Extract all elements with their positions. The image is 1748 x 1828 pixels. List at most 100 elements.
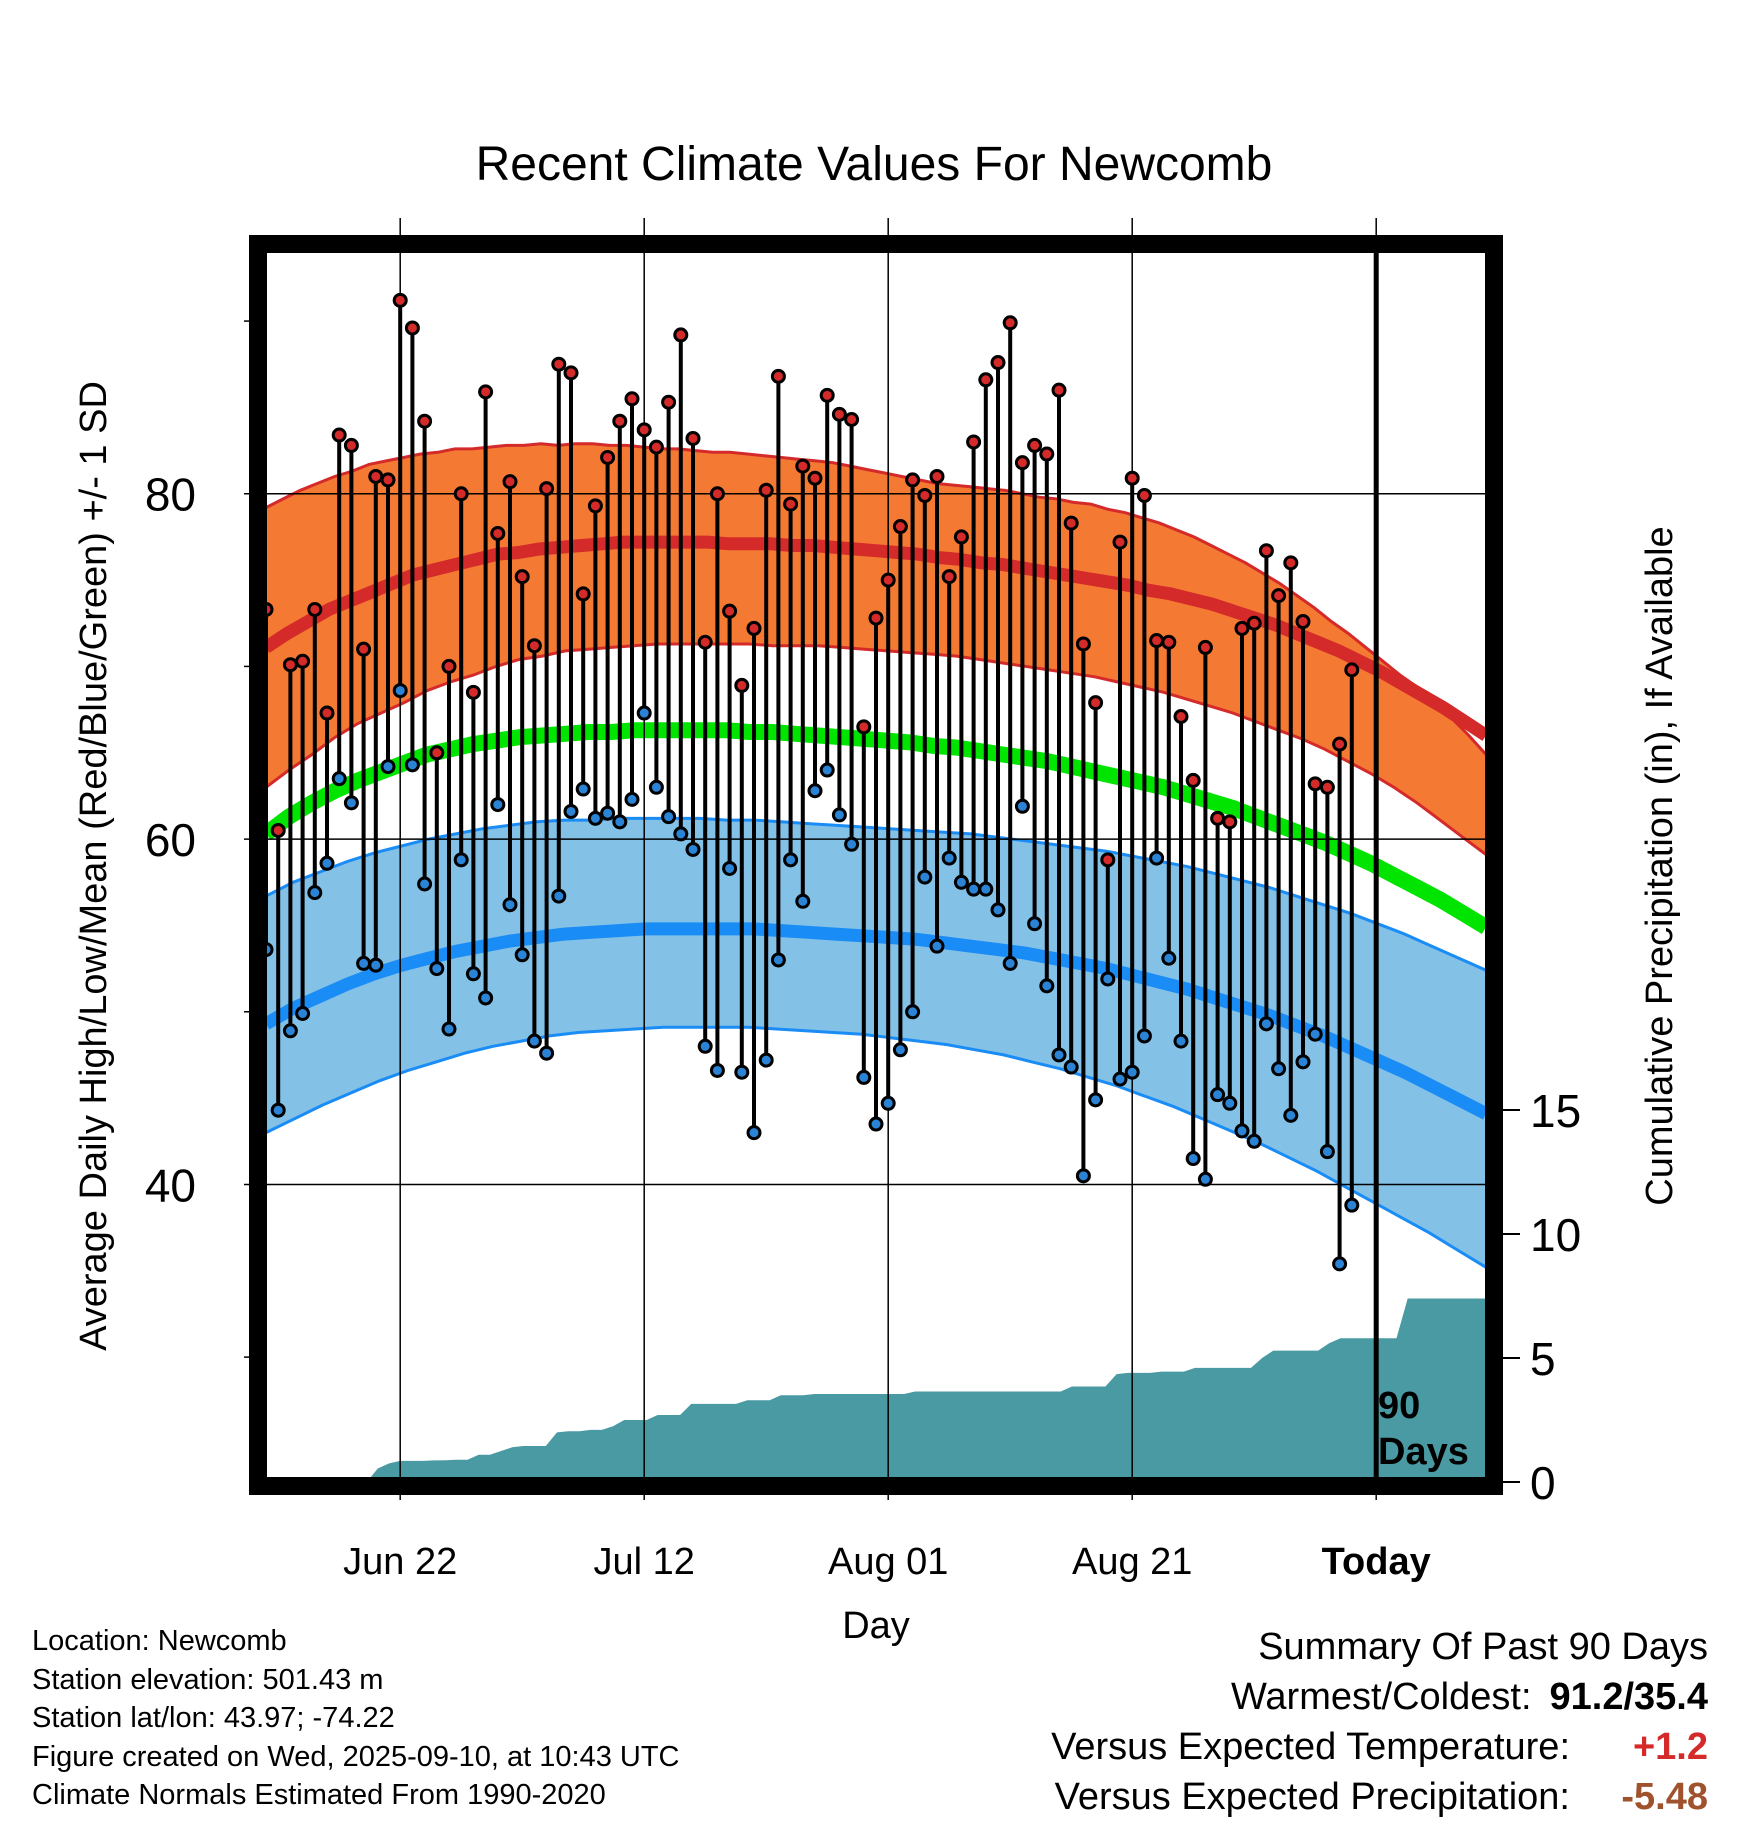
daily-low-point	[356, 955, 372, 971]
daily-low-point	[868, 1116, 884, 1132]
daily-high-point	[575, 586, 591, 602]
daily-high-point	[514, 569, 530, 585]
daily-high-point	[1197, 639, 1213, 655]
y-axis-title: Average Daily High/Low/Mean (Red/Blue/Gr…	[73, 381, 115, 1351]
daily-low-point	[1319, 1144, 1335, 1160]
daily-high-point	[429, 745, 445, 761]
daily-low-point	[1088, 1092, 1104, 1108]
daily-high-point	[856, 719, 872, 735]
daily-high-point	[978, 372, 994, 388]
x-tick-label: Aug 01	[828, 1541, 948, 1583]
daily-high-point	[1258, 543, 1274, 559]
summary-precip-value: -5.48	[1621, 1776, 1708, 1818]
daily-low-point	[770, 952, 786, 968]
daily-high-point	[758, 482, 774, 498]
daily-high-point	[1246, 615, 1262, 631]
daily-high-point	[490, 525, 506, 541]
daily-low-point	[941, 850, 957, 866]
daily-high-point	[673, 327, 689, 343]
daily-high-point	[1358, 0, 1370, 6]
daily-high-point	[270, 822, 286, 838]
daily-high-point	[1161, 634, 1177, 650]
daily-high-point	[905, 472, 921, 488]
summary-temp-label: Versus Expected Temperature:	[1051, 1726, 1570, 1768]
daily-low-point	[1258, 1016, 1274, 1032]
daily-low-point	[1051, 1047, 1067, 1063]
summary-warmest-label: Warmest/Coldest:	[1230, 1676, 1532, 1718]
daily-low-point	[1295, 1054, 1311, 1070]
info-latlon: Station lat/lon: 43.97; -74.22	[32, 1702, 395, 1734]
chart-title: Recent Climate Values For Newcomb	[476, 138, 1273, 191]
y2-tick-label: 0	[1530, 1457, 1556, 1509]
daily-low-point	[514, 947, 530, 963]
daily-low-point	[953, 874, 969, 890]
daily-high-point	[1014, 455, 1030, 471]
daily-low-point	[1332, 1256, 1348, 1272]
daily-high-point	[587, 498, 603, 514]
daily-low-point	[758, 1052, 774, 1068]
daily-low-point	[1234, 1123, 1250, 1139]
daily-high-point	[880, 572, 896, 588]
x-axis-title: Day	[842, 1605, 910, 1647]
daily-high-point	[282, 657, 298, 673]
daily-low-point	[819, 762, 835, 778]
daily-high-point	[441, 658, 457, 674]
daily-high-point	[551, 356, 567, 372]
info-location: Location: Newcomb	[32, 1625, 287, 1657]
daily-low-point	[502, 897, 518, 913]
daily-high-point	[746, 620, 762, 636]
daily-high-point	[734, 677, 750, 693]
daily-low-point	[1222, 1095, 1238, 1111]
y2-axis-title: Cumulative Precipitation (in), If Availa…	[1639, 526, 1681, 1205]
daily-low-point	[990, 902, 1006, 918]
daily-high-point	[929, 468, 945, 484]
daily-low-point	[331, 771, 347, 787]
daily-low-point	[1283, 1107, 1299, 1123]
daily-high-point	[1136, 487, 1152, 503]
daily-low-point	[1100, 971, 1116, 987]
daily-low-point	[453, 852, 469, 868]
daily-high-point	[624, 391, 640, 407]
y2-tick-label: 15	[1530, 1085, 1581, 1137]
y2-tick-label: 10	[1530, 1209, 1581, 1261]
daily-high-point	[307, 601, 323, 617]
daily-low-point	[880, 1095, 896, 1111]
daily-high-point	[380, 472, 396, 488]
daily-high-point	[465, 684, 481, 700]
daily-low-point	[795, 893, 811, 909]
daily-low-point	[392, 683, 408, 699]
normal-high-band-upper-edge	[265, 442, 1488, 756]
daily-low-point	[465, 966, 481, 982]
summary-panel: Summary Of Past 90 Days Warmest/Coldest:…	[1051, 1622, 1708, 1822]
info-created: Figure created on Wed, 2025-09-10, at 10…	[32, 1740, 680, 1773]
daily-low-point	[1307, 1026, 1323, 1042]
daily-high-point	[648, 439, 664, 455]
daily-high-point	[941, 569, 957, 585]
daily-low-point	[783, 852, 799, 868]
daily-high-point	[612, 413, 628, 429]
daily-high-point	[819, 387, 835, 403]
daily-low-point	[734, 1064, 750, 1080]
daily-high-point	[1002, 315, 1018, 331]
normal-high-line	[264, 535, 1488, 741]
daily-low-point	[368, 957, 384, 973]
daily-high-point	[1173, 708, 1189, 724]
daily-low-point	[636, 705, 652, 721]
daily-high-point	[1332, 736, 1348, 752]
daily-low-point	[831, 807, 847, 823]
daily-high-point	[1295, 614, 1311, 630]
daily-high-point	[368, 468, 384, 484]
daily-high-point	[1124, 470, 1140, 486]
daily-low-point	[1149, 850, 1165, 866]
daily-high-point	[1222, 814, 1238, 830]
daily-high-point	[917, 487, 933, 503]
daily-low-point	[1271, 1061, 1287, 1077]
daily-high-point	[636, 422, 652, 438]
daily-low-point	[380, 759, 396, 775]
daily-low-point	[441, 1021, 457, 1037]
x-tick-label: Jul 12	[593, 1541, 694, 1583]
daily-low-point	[1039, 978, 1055, 994]
daily-high-point	[295, 653, 311, 669]
info-normals: Climate Normals Estimated From 1990-2020	[32, 1779, 606, 1811]
